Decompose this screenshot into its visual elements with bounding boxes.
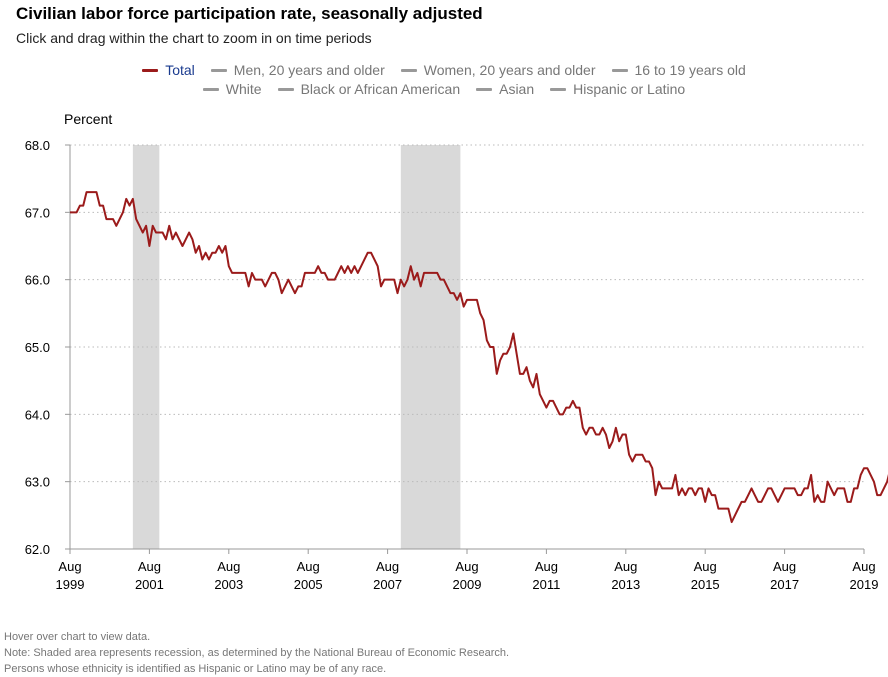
note-hover: Hover over chart to view data. (4, 631, 151, 643)
x-tick-month: Aug (614, 559, 637, 574)
legend-label: Hispanic or Latino (573, 81, 686, 97)
x-tick-year: 2019 (850, 577, 879, 592)
x-tick-month: Aug (852, 559, 875, 574)
y-axis-label: Percent (64, 111, 113, 127)
legend-swatch (476, 87, 493, 91)
legend-item-white[interactable]: White (202, 81, 262, 97)
x-tick-month: Aug (535, 559, 558, 574)
note-recession: Note: Shaded area represents recession, … (4, 647, 510, 659)
legend-label: Women, 20 years and older (423, 62, 596, 78)
y-tick-label: 66.0 (25, 273, 50, 288)
legend-item-hispanic-or-latino[interactable]: Hispanic or Latino (550, 81, 685, 97)
y-tick-label: 68.0 (25, 138, 50, 153)
legend-row-1: Total Men, 20 years and older Women, 20 ye… (0, 62, 888, 78)
chart-notes: Hover over chart to view data. Note: Sha… (4, 629, 509, 677)
y-tick-label: 64.0 (25, 407, 50, 422)
x-tick-month: Aug (297, 559, 320, 574)
x-tick-month: Aug (455, 559, 478, 574)
x-tick-year: 2009 (453, 577, 482, 592)
legend-item-asian[interactable]: Asian (476, 81, 534, 97)
legend-item-black-or-african-american[interactable]: Black or African American (277, 81, 461, 97)
x-tick-year: 2001 (135, 577, 164, 592)
legend-swatch (202, 87, 219, 91)
x-tick-year: 2003 (214, 577, 243, 592)
legend-label: 16 to 19 years old (634, 62, 746, 78)
legend-swatch (400, 68, 417, 72)
x-tick-month: Aug (138, 559, 161, 574)
note-hispanic: Persons whose ethnicity is identified as… (4, 663, 387, 675)
series-line-total[interactable] (70, 191, 888, 524)
legend-label: Black or African American (300, 81, 461, 97)
x-tick-month: Aug (376, 559, 399, 574)
recession-shading-layer (132, 145, 461, 549)
legend-swatch (611, 68, 628, 72)
legend-row-2: White Black or African American Asian Hispa… (0, 81, 888, 97)
series-layer (70, 191, 888, 524)
legend-label: Asian (499, 81, 535, 97)
legend-swatch (550, 87, 567, 91)
y-tick-label: 62.0 (25, 542, 50, 557)
x-tick-month: Aug (694, 559, 717, 574)
legend-swatch (277, 87, 294, 91)
legend-label: Men, 20 years and older (233, 62, 385, 78)
gridlines-layer (70, 144, 864, 483)
x-tick-year: 2013 (611, 577, 640, 592)
line-chart[interactable]: 68.0 67.0 66.0 65.0 64.0 63.0 62.0 Aug 1999 Aug 20… (0, 0, 888, 620)
x-tick-year: 2011 (532, 577, 560, 592)
x-tick-year: 1999 (56, 577, 85, 592)
x-tick-year: 2007 (373, 577, 402, 592)
y-tick-label: 65.0 (25, 340, 50, 355)
x-tick-month: Aug (58, 559, 81, 574)
legend-item-women-20-years-and-older[interactable]: Women, 20 years and older (400, 62, 596, 78)
y-tick-label: 63.0 (25, 475, 50, 490)
x-tick-month: Aug (773, 559, 796, 574)
legend-item-men-20-years-and-older[interactable]: Men, 20 years and older (210, 62, 385, 78)
legend-label: Total (165, 62, 195, 78)
chart-subtitle: Click and drag within the chart to zoom … (16, 30, 372, 46)
y-tick-label: 67.0 (25, 205, 50, 220)
legend-swatch (210, 68, 227, 72)
x-tick-year: 2015 (691, 577, 720, 592)
legend-swatch (142, 68, 159, 72)
x-tick-month: Aug (217, 559, 240, 574)
legend-item-total[interactable]: Total (142, 62, 195, 78)
legend-item-16-to-19-years-old[interactable]: 16 to 19 years old (611, 62, 746, 78)
x-tick-year: 2017 (770, 577, 799, 592)
recession-band-1 (132, 145, 160, 549)
legend-label: White (225, 81, 262, 97)
chart-title: Civilian labor force participation rate,… (16, 4, 483, 23)
x-tick-year: 2005 (294, 577, 323, 592)
